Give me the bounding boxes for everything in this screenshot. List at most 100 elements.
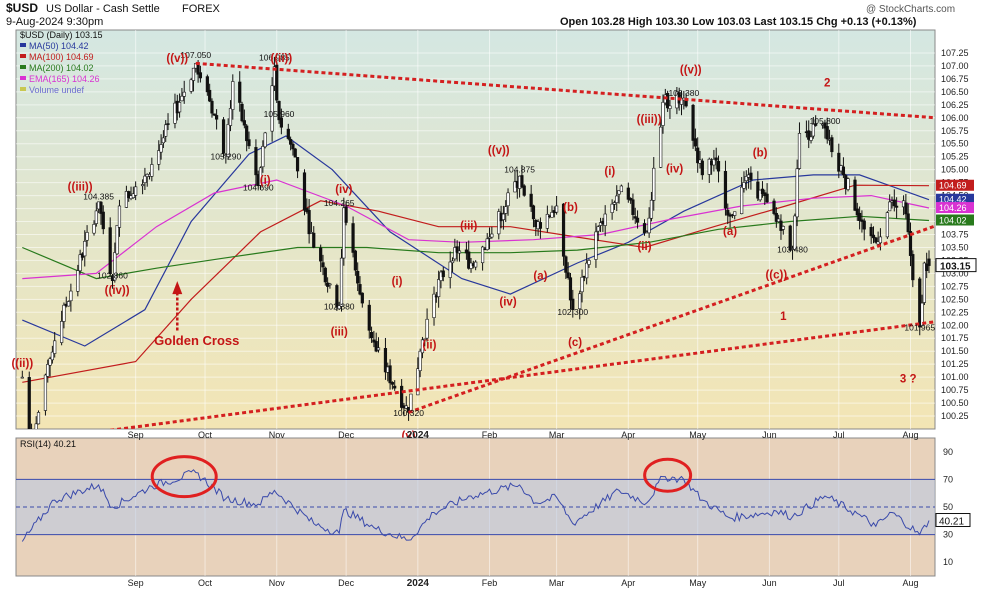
candle-body bbox=[99, 201, 103, 214]
candle-body bbox=[522, 185, 526, 196]
candle-body bbox=[742, 182, 746, 189]
candle-body bbox=[619, 185, 623, 193]
candle-body bbox=[596, 226, 600, 232]
wave-label: (b) bbox=[753, 148, 768, 160]
price-annotations: 107.050 106.985 105.960 105.290 104.690 104.3… bbox=[83, 50, 977, 418]
candle-body bbox=[610, 203, 614, 213]
rsi-value-box bbox=[935, 513, 971, 528]
candle-body bbox=[594, 231, 598, 260]
candle-body bbox=[693, 138, 697, 147]
candle-body bbox=[393, 385, 397, 389]
wave-label: (a) bbox=[723, 226, 737, 238]
candle-body bbox=[538, 222, 543, 229]
candle-body bbox=[545, 213, 549, 229]
candle-body bbox=[339, 257, 344, 307]
candle-body bbox=[60, 321, 64, 343]
candle-body bbox=[27, 377, 31, 429]
candle-body bbox=[117, 205, 122, 228]
candle-body bbox=[344, 206, 348, 223]
candle-body bbox=[390, 382, 394, 385]
candle-body bbox=[841, 166, 846, 176]
ma-value-box bbox=[936, 202, 974, 214]
price-tick-label: 101.00 bbox=[941, 372, 969, 382]
price-label: 100.320 bbox=[393, 408, 424, 418]
rsi-tick-label: 30 bbox=[943, 530, 953, 540]
price-label: 103.480 bbox=[777, 245, 808, 255]
candle-body bbox=[48, 358, 52, 366]
candle-body bbox=[920, 302, 924, 327]
stockcharts-watermark: @ StockCharts.com bbox=[866, 4, 955, 15]
candle-body bbox=[321, 262, 325, 268]
price-tick-label: 107.25 bbox=[941, 48, 969, 58]
wave-label: (ii) bbox=[422, 340, 436, 352]
candle-body bbox=[83, 240, 87, 257]
candle-body bbox=[358, 284, 362, 295]
candle-body bbox=[205, 76, 209, 93]
candle-body bbox=[585, 262, 589, 279]
price-tick-label: 105.50 bbox=[941, 139, 969, 149]
candle-body bbox=[423, 338, 427, 341]
candle-body bbox=[78, 254, 82, 272]
ma200-line bbox=[22, 215, 930, 280]
x-tick-label-price: Apr bbox=[621, 430, 635, 440]
golden-cross-label: Golden Cross bbox=[154, 333, 239, 348]
candle-body bbox=[134, 186, 138, 196]
candle-body bbox=[157, 150, 161, 165]
candle-body bbox=[587, 260, 591, 265]
wave-labels: ((v)) ((ii)) ((iii)) ((iv)) ((ii)) (i) (iv) (ii… bbox=[11, 53, 916, 443]
candle-body bbox=[46, 364, 50, 377]
x-tick-label-price: Jul bbox=[833, 430, 845, 440]
candle-body bbox=[376, 347, 381, 351]
wave-label: ((iii)) bbox=[68, 181, 93, 193]
legend-ma100: MA(100) 104.69 bbox=[29, 52, 94, 62]
candle-body bbox=[626, 187, 630, 200]
price-tick-label: 107.00 bbox=[941, 61, 969, 71]
candle-body bbox=[221, 119, 226, 154]
candle-body bbox=[228, 108, 233, 126]
candle-body bbox=[772, 200, 776, 214]
candle-body bbox=[571, 298, 575, 311]
candle-body bbox=[212, 113, 216, 116]
candle-body bbox=[797, 133, 802, 169]
candle-body bbox=[337, 305, 341, 310]
ohlc-readout: Open 103.28 High 103.30 Low 103.03 Last … bbox=[560, 16, 917, 28]
candle-body bbox=[550, 211, 554, 218]
x-tick-label-price: Sep bbox=[128, 430, 144, 440]
candle-body bbox=[388, 365, 392, 384]
wave-label: (i) bbox=[604, 166, 615, 178]
rsi-value-label: 40.21 bbox=[939, 517, 964, 528]
ma50-line bbox=[22, 135, 930, 347]
candle-body bbox=[143, 175, 147, 184]
wave-label: (i) bbox=[392, 276, 403, 288]
candle-body bbox=[779, 220, 783, 231]
wave-label: (a) bbox=[533, 271, 547, 283]
wave-label: ((v)) bbox=[680, 65, 702, 77]
price-label: 105.960 bbox=[264, 109, 295, 119]
candle-body bbox=[289, 139, 293, 145]
candle-body bbox=[448, 261, 452, 278]
x-tick-label-price: Dec bbox=[338, 430, 355, 440]
candle-body bbox=[261, 146, 265, 168]
candle-body bbox=[367, 304, 371, 331]
candle-body bbox=[242, 120, 246, 126]
legend-ema165-swatch bbox=[20, 76, 26, 80]
legend-ma200: MA(200) 104.02 bbox=[29, 63, 94, 73]
candle-body bbox=[490, 233, 494, 238]
trendline bbox=[408, 224, 935, 414]
candle-body bbox=[69, 290, 73, 302]
wave-label: (iii) bbox=[460, 220, 477, 232]
x-tick-label-rsi: Mar bbox=[549, 578, 565, 588]
candle-body bbox=[911, 254, 915, 281]
candle-body bbox=[464, 249, 469, 254]
candle-body bbox=[878, 236, 883, 244]
candle-body bbox=[855, 208, 859, 216]
x-tick-label-rsi: Jul bbox=[833, 578, 845, 588]
candle-body bbox=[455, 246, 459, 253]
price-tick-label: 106.50 bbox=[941, 87, 969, 97]
candle-body bbox=[425, 318, 429, 339]
candle-body bbox=[615, 195, 619, 203]
candle-body bbox=[564, 256, 568, 273]
candle-body bbox=[231, 81, 235, 110]
